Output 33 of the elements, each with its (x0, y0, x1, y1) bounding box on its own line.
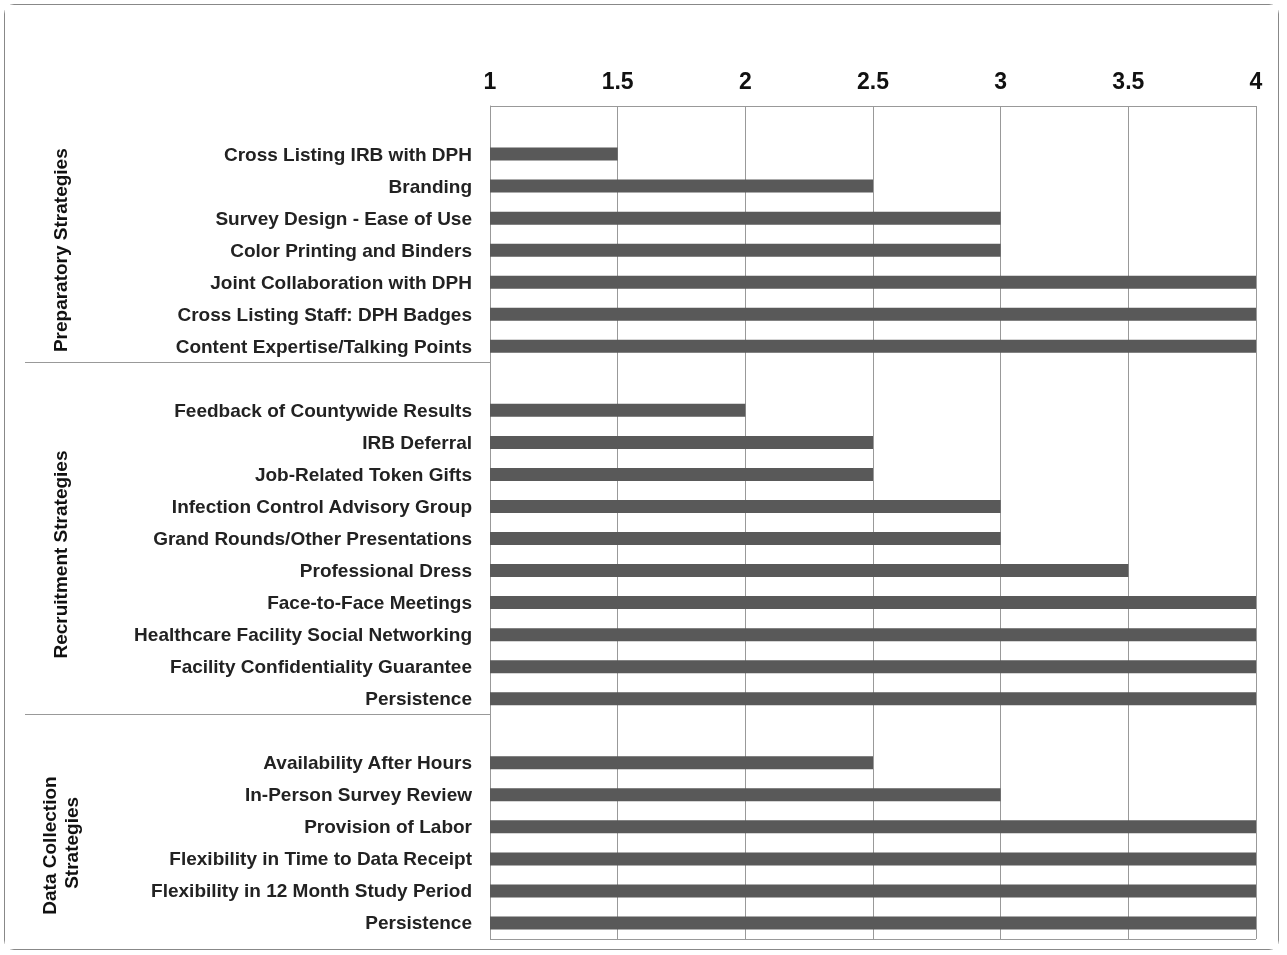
x-tick-label: 2.5 (857, 67, 890, 94)
y-tick-label: Facility Confidentiality Guarantee (170, 656, 472, 678)
x-tick-label: 3.5 (1112, 67, 1145, 94)
y-tick-label: Survey Design - Ease of Use (215, 207, 472, 229)
x-tick-label: 4 (1249, 67, 1263, 94)
y-tick-label: Professional Dress (299, 560, 472, 582)
y-tick-label: Job-Related Token Gifts (254, 463, 472, 485)
y-tick-label: Provision of Labor (304, 816, 473, 838)
y-tick-label: Persistence (365, 688, 472, 710)
x-tick-label: 1.5 (601, 67, 634, 94)
y-tick-label: Content Expertise/Talking Points (175, 335, 472, 357)
y-tick-label: Availability After Hours (263, 752, 472, 774)
x-tick-label: 1 (483, 67, 497, 94)
y-tick-label: Face-to-Face Meetings (267, 592, 472, 614)
y-tick-label: Persistence (365, 912, 472, 934)
y-tick-label: Branding (388, 175, 472, 197)
y-tick-label: Color Printing and Binders (230, 239, 472, 261)
y-tick-label: Cross Listing IRB with DPH (223, 143, 472, 165)
x-tick-label: 3 (994, 67, 1008, 94)
text: Recruitment Strategies (49, 450, 71, 659)
y-tick-label: IRB Deferral (362, 431, 472, 453)
y-tick-label: Infection Control Advisory Group (171, 495, 472, 517)
x-tick-label: 2 (738, 67, 752, 94)
y-tick-label: Healthcare Facility Social Networking (134, 624, 472, 646)
y-tick-label: Feedback of Countywide Results (174, 399, 472, 421)
y-tick-label: Joint Collaboration with DPH (210, 271, 472, 293)
y-tick-label: Grand Rounds/Other Presentations (153, 528, 472, 550)
y-tick-label: Flexibility in Time to Data Receipt (169, 848, 473, 870)
y-tick-label: Cross Listing Staff: DPH Badges (177, 303, 472, 325)
text: Preparatory Strategies (49, 148, 71, 353)
y-tick-label: Flexibility in 12 Month Study Period (151, 880, 472, 902)
text: Data Collection Strategies (38, 771, 82, 915)
y-tick-label: In-Person Survey Review (244, 784, 473, 806)
